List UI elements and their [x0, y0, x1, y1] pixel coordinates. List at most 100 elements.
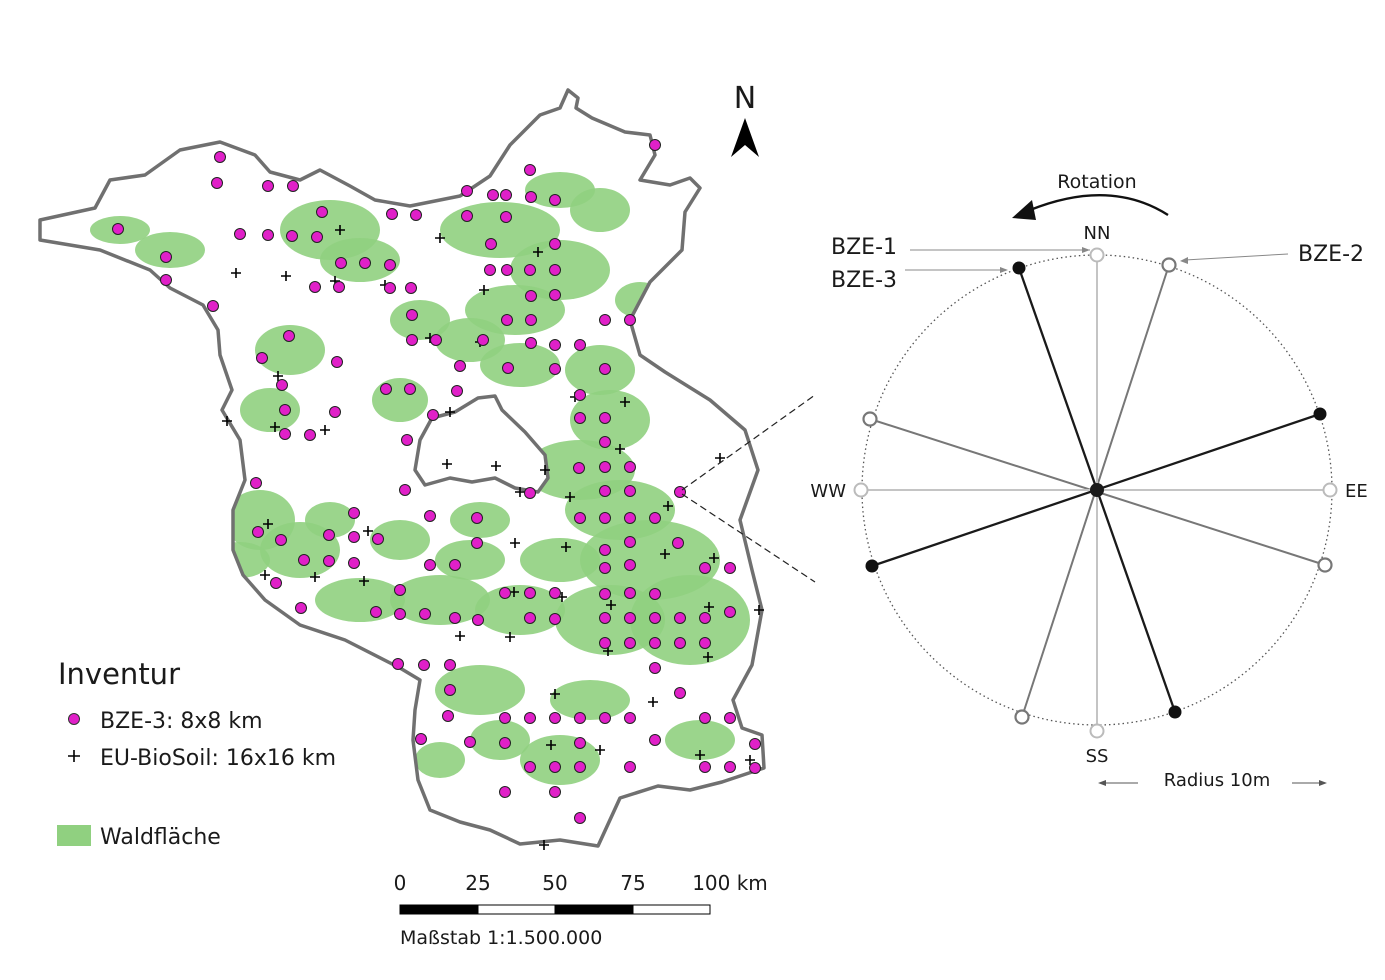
eu-biosoil-point [320, 425, 330, 435]
forest-patch [370, 520, 430, 560]
callout-bze1: BZE-1 [831, 235, 897, 260]
berlin-enclave [413, 394, 550, 494]
bze3-point [599, 363, 611, 375]
bze3-point [699, 637, 711, 649]
cardinal-point [1322, 482, 1338, 498]
bze3-point [649, 612, 661, 624]
bze3-point [384, 282, 396, 294]
bze3-point [112, 223, 124, 235]
bze3-point [415, 733, 427, 745]
rotation-arrow-icon [1029, 193, 1169, 217]
eu-biosoil-point [310, 572, 320, 582]
bze3-point [380, 383, 392, 395]
bze3-point [624, 536, 636, 548]
bze3-point [160, 274, 172, 286]
eu-biosoil-point [505, 632, 515, 642]
scale-segment-3 [554, 904, 634, 915]
forest-patch [240, 388, 300, 432]
eu-biosoil-point [539, 840, 549, 850]
bze3-point [372, 533, 384, 545]
bze3-point [392, 658, 404, 670]
bze3-point [599, 485, 611, 497]
bze1-point [1168, 705, 1182, 719]
bze3-point [574, 512, 586, 524]
eu-biosoil-point [709, 553, 719, 563]
legend-forest-patch [57, 825, 91, 846]
scale-tick-25: 25 [465, 871, 490, 895]
north-arrow-icon [731, 118, 759, 157]
bze3-point [574, 389, 586, 401]
bze3-point [454, 360, 466, 372]
direction-label-east: EE [1345, 481, 1368, 502]
eu-biosoil-point [745, 755, 755, 765]
eu-biosoil-point [260, 570, 270, 580]
bze3-point [649, 512, 661, 524]
cardinal-point [853, 482, 869, 498]
bze3-point [599, 544, 611, 556]
bze3-point [424, 510, 436, 522]
radius-label: Radius 10m [1164, 770, 1271, 791]
state-boundary [38, 88, 766, 848]
bze3-point [487, 189, 499, 201]
bze3-point [599, 612, 611, 624]
eu-biosoil-point [715, 453, 725, 463]
bze3-point [524, 264, 536, 276]
bze3-point [699, 612, 711, 624]
bze3-point [624, 637, 636, 649]
bze3-point [525, 337, 537, 349]
scale-tick-75: 75 [620, 871, 645, 895]
bze3-point [672, 537, 684, 549]
bze3-point [549, 339, 561, 351]
rotation-label: Rotation [1057, 171, 1136, 193]
direction-label-west: WW [810, 481, 846, 502]
bze3-point [270, 577, 282, 589]
eu-biosoil-point [615, 444, 625, 454]
bze3-point [574, 761, 586, 773]
cardinal-point [1089, 723, 1105, 739]
bze3-point [649, 588, 661, 600]
scale-segment-4 [632, 904, 711, 915]
bze3-point [214, 151, 226, 163]
eu-biosoil-point [550, 689, 560, 699]
legend: Inventur BZE-3: 8x8 km EU-BioSoil: 16x16… [57, 657, 336, 850]
bze3-point [287, 180, 299, 192]
bze3-point [348, 531, 360, 543]
bze2-point [1317, 557, 1333, 573]
bze3-point [649, 734, 661, 746]
forest-patch [550, 680, 630, 720]
eu-biosoil-point [491, 461, 501, 471]
bze3-point [524, 612, 536, 624]
bze3-point [323, 529, 335, 541]
eu-biosoil-point [565, 492, 575, 502]
bze3-point [500, 189, 512, 201]
bze3-point [724, 562, 736, 574]
bze3-point [442, 710, 454, 722]
bze3-point [394, 608, 406, 620]
eu-biosoil-point [455, 631, 465, 641]
bze3-point [256, 352, 268, 364]
eu-biosoil-point [445, 407, 455, 417]
forest-patch [210, 542, 270, 578]
bze3-point [424, 559, 436, 571]
bze3-point [419, 608, 431, 620]
legend-item-forest: Waldfläche [100, 825, 221, 850]
bze3-point [348, 507, 360, 519]
bze3-point [484, 264, 496, 276]
bze3-point [262, 180, 274, 192]
bze3-point [499, 737, 511, 749]
bze3-point [699, 712, 711, 724]
bze3-point [444, 684, 456, 696]
legend-item-bze3: BZE-3: 8x8 km [100, 709, 263, 734]
bze3-point [599, 637, 611, 649]
bze3-point [348, 557, 360, 569]
eu-biosoil-point [660, 549, 670, 559]
bze3-point [499, 786, 511, 798]
bze3-point [275, 534, 287, 546]
forest-patch [255, 325, 325, 375]
scale-tick-100: 100 km [692, 871, 768, 895]
bze3-point [410, 209, 422, 221]
bze3-point [525, 314, 537, 326]
north-arrow: N [731, 81, 759, 157]
bze3-point [370, 606, 382, 618]
forest-patch [315, 578, 405, 622]
